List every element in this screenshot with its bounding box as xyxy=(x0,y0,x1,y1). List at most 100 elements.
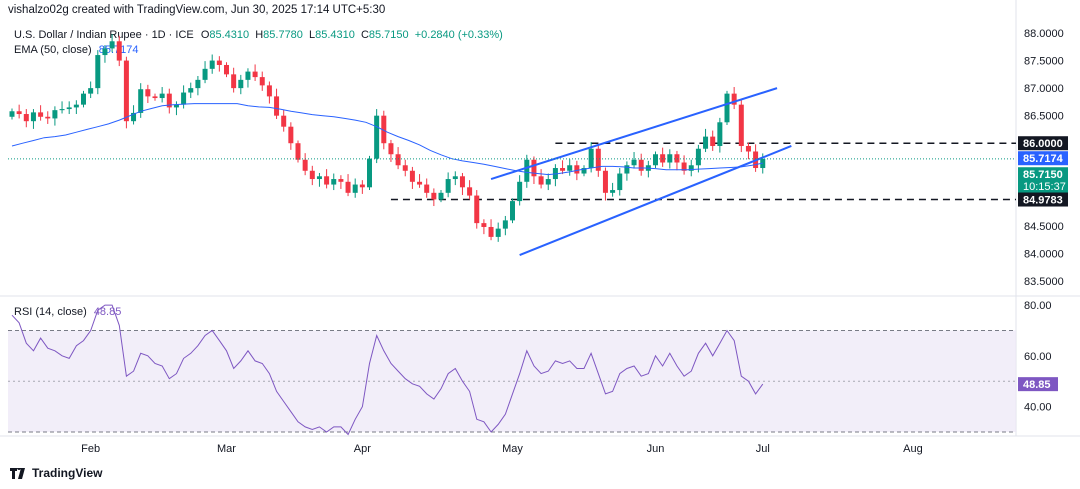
candle-body xyxy=(488,226,494,237)
candle-body xyxy=(667,154,673,163)
candle-body xyxy=(38,112,44,117)
candle-body xyxy=(224,64,229,75)
channel-lower-line[interactable] xyxy=(519,145,792,257)
candle-body xyxy=(660,154,666,163)
candle-body xyxy=(324,176,330,185)
candle-body xyxy=(545,179,551,185)
candle-body xyxy=(266,85,272,97)
level-high-badge: 86.0000 xyxy=(1018,136,1068,151)
candle-body xyxy=(459,176,465,188)
candle-body xyxy=(202,68,208,80)
price-badge: 85.7150 10:15:37 xyxy=(1018,167,1068,194)
candle-body xyxy=(467,187,473,196)
candle-body xyxy=(231,74,237,89)
rsi-legend: RSI (14, close) 48.85 xyxy=(14,306,121,318)
price-tick-label: 84.5000 xyxy=(1024,221,1064,233)
candle-body xyxy=(588,148,594,169)
candle-body xyxy=(216,60,222,65)
ema-line[interactable] xyxy=(11,103,763,176)
candle-body xyxy=(209,60,215,69)
candle-body xyxy=(624,165,630,174)
candle-body xyxy=(123,60,129,122)
candle-body xyxy=(23,114,29,122)
rsi-label[interactable]: RSI (14, close) xyxy=(14,306,87,318)
price-tick-label: 87.0000 xyxy=(1024,83,1064,95)
candle-body xyxy=(381,115,387,144)
candle-body xyxy=(481,223,487,227)
candle-body xyxy=(73,104,79,108)
low-value: 85.4310 xyxy=(315,29,355,41)
candle-body xyxy=(567,165,573,171)
symbol-row: U.S. Dollar / Indian Rupee · 1D · ICE O 8… xyxy=(14,28,503,43)
candle-body xyxy=(388,143,394,155)
time-tick-label: Aug xyxy=(903,443,923,455)
candle-body xyxy=(674,154,680,163)
countdown-text: 10:15:37 xyxy=(1023,181,1066,193)
time-axis[interactable]: Feb Mar Apr May Jun Jul Aug xyxy=(81,443,923,455)
rsi-line[interactable] xyxy=(11,304,764,436)
candle-body xyxy=(81,93,86,105)
candle-body xyxy=(145,89,151,97)
candle-body xyxy=(517,181,523,202)
candle-body xyxy=(288,126,294,144)
candle-body xyxy=(395,154,401,166)
candle-body xyxy=(238,79,244,89)
chart-attribution: vishalzo02g created with TradingView.com… xyxy=(8,4,386,16)
candle-body xyxy=(638,159,644,171)
candle-body xyxy=(188,88,194,93)
close-value: 85.7150 xyxy=(368,29,409,41)
rsi-axis[interactable]: 80.00 60.00 40.00 xyxy=(1024,300,1052,414)
symbol-name[interactable]: U.S. Dollar / Indian Rupee · 1D · ICE xyxy=(14,29,194,41)
candle-body xyxy=(724,93,730,123)
candle-body xyxy=(359,184,365,188)
candle-body xyxy=(159,93,165,99)
candle-body xyxy=(438,192,444,200)
candle-body xyxy=(59,109,65,111)
candle-body xyxy=(531,159,537,177)
candle-body xyxy=(352,184,358,193)
candle-body xyxy=(710,136,716,146)
candle-body xyxy=(102,48,108,56)
candle-body xyxy=(717,122,723,146)
candle-body xyxy=(474,195,480,224)
candle-body xyxy=(138,89,144,113)
time-tick-label: Jul xyxy=(756,443,770,455)
ema-badge: 85.7174 xyxy=(1018,151,1068,166)
candle-body xyxy=(116,41,122,61)
horizontal-levels[interactable] xyxy=(390,142,1016,201)
time-tick-label: Mar xyxy=(217,443,236,455)
open-key: O xyxy=(200,29,210,41)
change-value: +0.2840 (+0.33%) xyxy=(414,29,503,41)
price-tick-label: 84.0000 xyxy=(1024,248,1064,260)
candle-body xyxy=(166,93,172,108)
price-axis[interactable]: 88.000087.500087.000086.500085.000084.50… xyxy=(1024,28,1064,288)
candle-body xyxy=(510,201,515,221)
candles-layer xyxy=(9,34,766,242)
tradingview-logo-icon xyxy=(10,467,25,479)
channel-upper-line[interactable] xyxy=(490,87,778,180)
candle-body xyxy=(445,179,451,193)
candle-body xyxy=(595,148,601,171)
candle-body xyxy=(281,115,287,127)
candle-body xyxy=(302,159,308,171)
candle-body xyxy=(610,190,616,193)
price-tick-label: 88.0000 xyxy=(1024,28,1064,40)
candle-body xyxy=(374,115,380,159)
candle-body xyxy=(703,136,709,149)
ema-label[interactable]: EMA (50, close) xyxy=(14,44,92,56)
time-tick-label: Apr xyxy=(354,443,371,455)
candle-body xyxy=(560,168,566,171)
rsi-tick-label: 40.00 xyxy=(1024,402,1052,414)
rsi-tick-label: 60.00 xyxy=(1024,351,1052,363)
rsi-badge: 48.85 xyxy=(1018,377,1058,392)
rsi-badge-text: 48.85 xyxy=(1023,379,1051,391)
candle-body xyxy=(495,228,501,237)
candle-body xyxy=(195,79,201,89)
candle-body xyxy=(695,148,701,166)
candle-body xyxy=(681,162,687,171)
price-tick-label: 87.5000 xyxy=(1024,56,1064,68)
candle-body xyxy=(424,184,430,193)
candle-body xyxy=(417,181,423,185)
candle-body xyxy=(617,173,623,191)
